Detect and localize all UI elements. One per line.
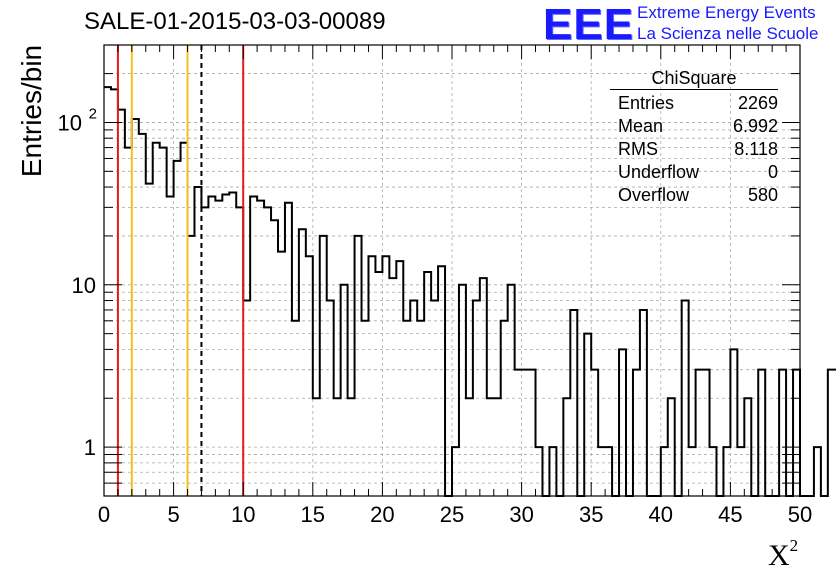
stats-value: 6.992 [732, 116, 778, 136]
y-axis-label: Entries/bin [16, 44, 47, 178]
stats-row: Entries 2269 [610, 92, 778, 115]
stats-value: 0 [767, 162, 778, 182]
x-tick-label: 0 [98, 502, 110, 527]
stats-header: ChiSquare [610, 67, 778, 90]
eee-logo-line2: La Scienza nelle Scuole [637, 24, 819, 43]
stats-label: Overflow [618, 185, 690, 205]
stats-label: Entries [618, 93, 675, 113]
stats-label: Mean [618, 116, 664, 136]
x-tick-label: 5 [167, 502, 179, 527]
stats-row: Overflow 580 [610, 184, 778, 207]
stats-value: 580 [747, 185, 778, 205]
x-tick-label: 40 [649, 502, 673, 527]
x-tick-label: 20 [370, 502, 394, 527]
stats-box: ChiSquare Entries 2269 Mean 6.992 RMS 8.118… [610, 67, 778, 207]
y-tick-label-exp: 2 [89, 105, 97, 122]
x-axis-label: X2 [768, 536, 798, 573]
stats-row: Mean 6.992 [610, 115, 778, 138]
stats-row: Underflow 0 [610, 161, 778, 184]
x-tick-label: 30 [509, 502, 533, 527]
x-tick-label: 25 [440, 502, 464, 527]
chart-title: SALE-01-2015-03-03-00089 [84, 8, 386, 35]
x-tick-label: 10 [231, 502, 255, 527]
x-axis-label-base: X [768, 539, 790, 572]
y-tick-label: 10 [72, 273, 96, 298]
stats-row: RMS 8.118 [610, 138, 778, 161]
x-tick-label: 35 [579, 502, 603, 527]
stats-label: Underflow [618, 162, 700, 182]
x-axis-label-sup: 2 [789, 536, 799, 555]
x-tick-label: 50 [788, 502, 812, 527]
stats-value: 8.118 [734, 139, 778, 159]
eee-logo-line1: Extreme Energy Events [637, 3, 816, 22]
x-tick-label: 45 [718, 502, 742, 527]
y-tick-label: 1 [84, 435, 96, 460]
eee-logo-text: Extreme Energy Events La Scienza nelle S… [637, 2, 818, 44]
stats-value: 2269 [737, 93, 778, 113]
y-tick-label: 10 [58, 110, 82, 135]
stats-label: RMS [618, 139, 658, 159]
x-tick-label: 15 [301, 502, 325, 527]
histogram-outline [104, 86, 836, 497]
eee-logo: EEE [543, 0, 635, 49]
